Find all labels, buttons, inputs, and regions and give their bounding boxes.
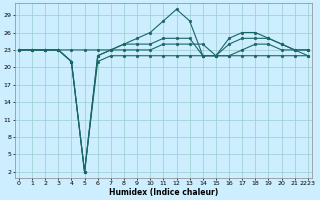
X-axis label: Humidex (Indice chaleur): Humidex (Indice chaleur) — [109, 188, 218, 197]
